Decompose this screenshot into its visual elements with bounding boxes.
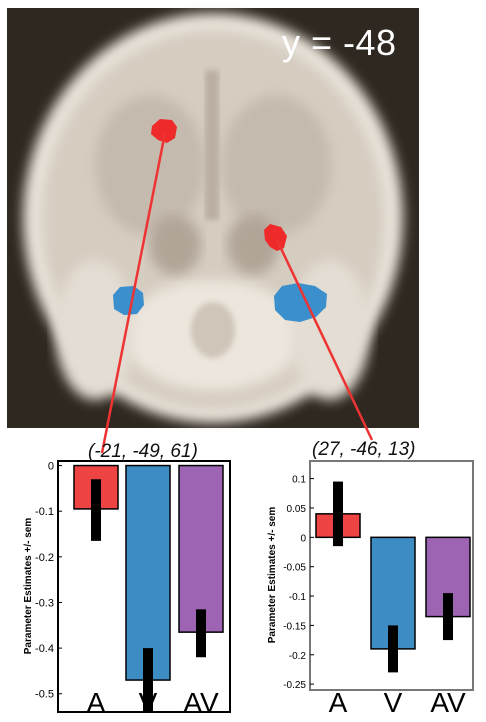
bar-v bbox=[125, 464, 171, 681]
slice-label: y = -48 bbox=[282, 22, 397, 63]
y-tick-label: -0.25 bbox=[283, 680, 306, 691]
category-label: A bbox=[329, 687, 348, 718]
y-tick-label: -0.2 bbox=[289, 651, 307, 662]
y-tick-label: -0.05 bbox=[283, 563, 306, 574]
error-bar-a bbox=[333, 481, 343, 547]
chart-left: Parameter Estimates +/- sem A V AV0-0.1-0.… bbox=[23, 460, 231, 718]
chart-right-frame bbox=[309, 460, 474, 691]
bar-av bbox=[178, 464, 224, 633]
chart-right-title: (27, -46, 13) bbox=[312, 439, 416, 460]
y-tick-label: 0 bbox=[48, 461, 54, 473]
y-tick-label: -0.2 bbox=[35, 552, 54, 564]
y-tick-label: -0.3 bbox=[35, 597, 54, 609]
chart-right: Parameter Estimates +/- sem A V AV0.10.050… bbox=[267, 460, 474, 718]
category-label: V bbox=[384, 687, 403, 718]
y-tick-label: -0.15 bbox=[283, 621, 306, 632]
category-label: AV bbox=[430, 687, 466, 718]
chart-left-title: (-21, -49, 61) bbox=[88, 441, 198, 462]
error-bar-av bbox=[196, 609, 206, 658]
category-label: A bbox=[87, 687, 106, 718]
y-tick-label: -0.4 bbox=[35, 643, 54, 655]
roi-blue-left bbox=[113, 286, 144, 315]
roi-red-inferior bbox=[264, 224, 287, 251]
y-tick-label: -0.5 bbox=[35, 689, 54, 701]
error-bar-v bbox=[388, 625, 398, 673]
roi-red-superior bbox=[151, 119, 177, 143]
category-label: V bbox=[139, 687, 158, 718]
svg-text:Parameter Estimates +/- sem: Parameter Estimates +/- sem bbox=[23, 518, 34, 655]
brain-slice-image bbox=[7, 8, 419, 428]
error-bar-v bbox=[143, 648, 153, 712]
y-tick-label: -0.1 bbox=[289, 592, 307, 603]
category-label: AV bbox=[183, 687, 219, 718]
error-bar-av bbox=[443, 593, 453, 641]
y-tick-label: 0 bbox=[300, 533, 306, 544]
chart-left-ylabel: Parameter Estimates +/- sem bbox=[23, 518, 34, 655]
svg-text:Parameter Estimates +/- sem: Parameter Estimates +/- sem bbox=[267, 507, 278, 644]
y-tick-label: -0.1 bbox=[35, 506, 54, 518]
y-tick-label: 0.1 bbox=[292, 475, 306, 486]
chart-right-ylabel: Parameter Estimates +/- sem bbox=[267, 507, 278, 644]
roi-blue-right bbox=[274, 283, 327, 322]
y-tick-label: 0.05 bbox=[287, 504, 307, 515]
connector-line-right bbox=[275, 239, 374, 441]
error-bar-a bbox=[91, 479, 101, 541]
connector-line-left bbox=[100, 132, 167, 454]
